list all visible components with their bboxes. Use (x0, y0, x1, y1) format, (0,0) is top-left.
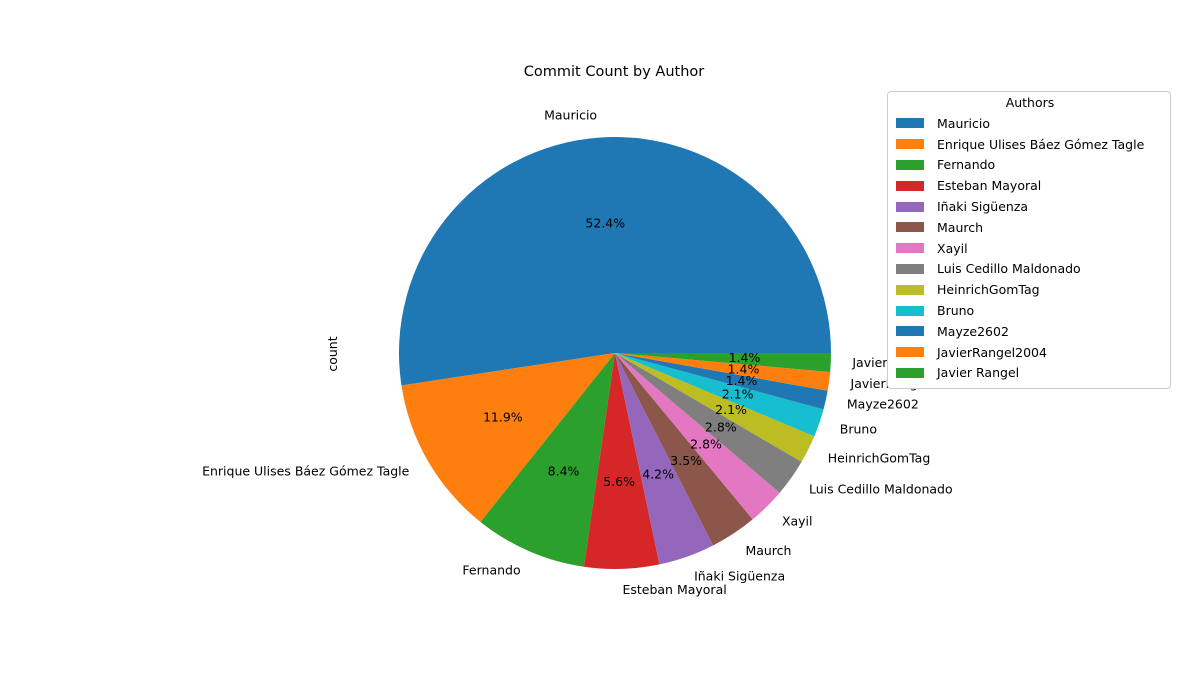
slice-label: Esteban Mayoral (622, 582, 726, 597)
legend-label: Luis Cedillo Maldonado (937, 261, 1081, 277)
percent-label: 1.4% (728, 362, 760, 377)
percent-label: 2.1% (722, 386, 754, 401)
pie-slice (615, 353, 831, 391)
legend-label: Javier Rangel (937, 365, 1020, 381)
pie-slice (615, 353, 831, 372)
pie-slice (615, 353, 828, 410)
pie-slice (583, 353, 660, 569)
legend-swatch (896, 118, 924, 129)
legend-label: JavierRangel2004 (937, 344, 1047, 360)
legend-swatch (896, 263, 924, 274)
legend-label: Mayze2602 (937, 323, 1009, 339)
slice-label: Maurch (745, 543, 791, 558)
pie-slice (615, 353, 802, 493)
legend-item: HeinrichGomTag (896, 279, 1164, 300)
percent-label: 3.5% (670, 453, 702, 468)
legend-item: JavierRangel2004 (896, 342, 1164, 363)
legend-item: Mayze2602 (896, 321, 1164, 342)
legend-item: Xayil (896, 238, 1164, 259)
legend-swatch (896, 326, 924, 337)
percent-label: 2.1% (715, 402, 747, 417)
legend-item: Javier Rangel (896, 363, 1164, 384)
percent-label: 8.4% (548, 463, 580, 478)
legend-label: HeinrichGomTag (937, 282, 1040, 298)
percent-label: 1.4% (726, 373, 758, 388)
legend-swatch (896, 243, 924, 254)
chart-title: Commit Count by Author (524, 64, 704, 80)
legend-item: Fernando (896, 155, 1164, 176)
pie-slice (401, 353, 615, 522)
legend-label: Maurch (937, 219, 984, 235)
percent-label: 4.2% (642, 467, 674, 482)
slice-label: Bruno (840, 421, 877, 436)
percent-label: 5.6% (603, 474, 635, 489)
legend-swatch (896, 305, 924, 316)
legend-item: Iñaki Sigüenza (896, 196, 1164, 217)
percent-label: 2.8% (705, 419, 737, 434)
legend-swatch (896, 159, 924, 170)
legend-label: Iñaki Sigüenza (937, 199, 1029, 215)
slice-label: Enrique Ulises Báez Gómez Tagle (202, 464, 410, 479)
legend-entries: Mauricio Enrique Ulises Báez Gómez Tagle F… (896, 113, 1164, 383)
legend-label: Esteban Mayoral (937, 178, 1042, 194)
slice-label: Iñaki Sigüenza (694, 569, 785, 584)
pie-slice (615, 353, 815, 462)
pie-slice (615, 353, 824, 437)
legend-title: Authors (1005, 95, 1055, 110)
legend-swatch (896, 139, 924, 150)
pie-slice (615, 353, 714, 565)
legend-item: Enrique Ulises Báez Gómez Tagle (896, 134, 1164, 155)
percent-labels: 52.4%11.9%8.4%5.6% 4.2%3.5%2.8%2.8%2.1%2.… (483, 215, 760, 489)
legend-swatch (896, 284, 924, 295)
legend-label: Bruno (937, 303, 975, 319)
percent-label: 1.4% (729, 350, 761, 365)
legend-item: Bruno (896, 300, 1164, 321)
legend-label: Mauricio (937, 115, 990, 131)
legend-item: Luis Cedillo Maldonado (896, 259, 1164, 280)
legend-label: Fernando (937, 157, 996, 173)
percent-label: 11.9% (483, 409, 523, 424)
slice-label: Xayil (782, 514, 813, 529)
slice-label: Luis Cedillo Maldonado (809, 482, 953, 497)
legend-swatch (896, 367, 924, 378)
legend-label: Enrique Ulises Báez Gómez Tagle (937, 136, 1145, 152)
pie-slice (615, 353, 753, 546)
legend-item: Mauricio (896, 113, 1164, 134)
pie-slice (398, 136, 831, 386)
legend-swatch (896, 347, 924, 358)
legend-swatch (896, 180, 924, 191)
legend-swatch (896, 201, 924, 212)
legend-label: Xayil (937, 240, 968, 256)
slice-label: Mayze2602 (847, 396, 919, 411)
legend: Authors Mauricio Enrique Ulises Báez Góme… (887, 91, 1171, 390)
pie-slice (480, 353, 615, 567)
pie-slices (398, 136, 831, 569)
legend-item: Maurch (896, 217, 1164, 238)
slice-label: Mauricio (544, 108, 597, 123)
pie-slice (615, 353, 780, 520)
legend-swatch (896, 222, 924, 233)
percent-label: 2.8% (690, 437, 722, 452)
percent-label: 52.4% (585, 215, 625, 230)
slice-label: Fernando (462, 563, 520, 578)
slice-label: HeinrichGomTag (828, 450, 931, 465)
legend-item: Esteban Mayoral (896, 175, 1164, 196)
y-axis-label: count (325, 336, 340, 371)
